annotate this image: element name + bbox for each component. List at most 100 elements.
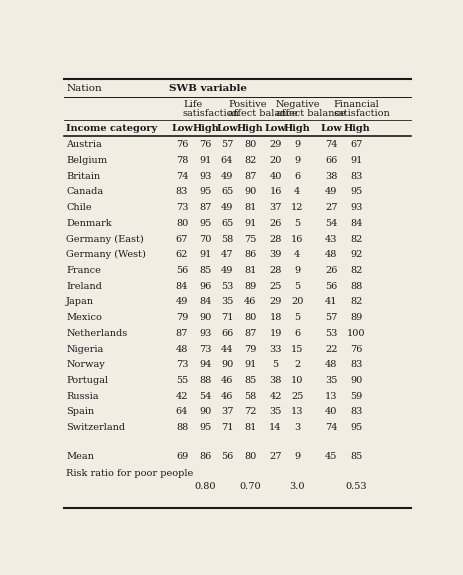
Text: Low: Low	[264, 124, 286, 133]
Text: 88: 88	[175, 423, 188, 432]
Text: 90: 90	[199, 408, 211, 416]
Text: 74: 74	[325, 423, 337, 432]
Text: 56: 56	[175, 266, 188, 275]
Text: 4: 4	[294, 187, 300, 197]
Text: 65: 65	[220, 187, 232, 197]
Text: 37: 37	[269, 203, 281, 212]
Text: 9: 9	[294, 266, 300, 275]
Text: 80: 80	[244, 140, 256, 150]
Text: 0.80: 0.80	[194, 482, 216, 491]
Text: Austria: Austria	[66, 140, 102, 150]
Text: 48: 48	[325, 250, 337, 259]
Text: 46: 46	[220, 392, 233, 401]
Text: 84: 84	[350, 219, 362, 228]
Text: 88: 88	[350, 282, 362, 291]
Text: 88: 88	[199, 376, 211, 385]
Text: 25: 25	[290, 392, 303, 401]
Text: Risk ratio for poor people: Risk ratio for poor people	[66, 469, 193, 478]
Text: 66: 66	[220, 329, 232, 338]
Text: 4: 4	[294, 250, 300, 259]
Text: 47: 47	[220, 250, 233, 259]
Text: 55: 55	[175, 376, 188, 385]
Text: 43: 43	[325, 235, 337, 244]
Text: 9: 9	[294, 156, 300, 165]
Text: 26: 26	[325, 266, 337, 275]
Text: 76: 76	[175, 140, 188, 150]
Text: Low: Low	[171, 124, 193, 133]
Text: 86: 86	[199, 453, 211, 461]
Text: 16: 16	[269, 187, 281, 197]
Text: 78: 78	[175, 156, 188, 165]
Text: 76: 76	[199, 140, 211, 150]
Text: 95: 95	[199, 423, 211, 432]
Text: 59: 59	[350, 392, 362, 401]
Text: 69: 69	[175, 453, 188, 461]
Text: 0.70: 0.70	[239, 482, 261, 491]
Text: 82: 82	[350, 297, 362, 306]
Text: 80: 80	[244, 313, 256, 322]
Text: 57: 57	[220, 140, 233, 150]
Text: 90: 90	[350, 376, 362, 385]
Text: 95: 95	[350, 187, 362, 197]
Text: 66: 66	[325, 156, 337, 165]
Text: 0.53: 0.53	[345, 482, 367, 491]
Text: 91: 91	[244, 219, 256, 228]
Text: 87: 87	[244, 329, 256, 338]
Text: 41: 41	[325, 297, 337, 306]
Text: Germany (East): Germany (East)	[66, 235, 144, 244]
Text: 83: 83	[350, 172, 362, 181]
Text: 89: 89	[350, 313, 362, 322]
Text: 48: 48	[325, 361, 337, 369]
Text: 22: 22	[325, 344, 337, 354]
Text: 84: 84	[199, 297, 211, 306]
Text: 29: 29	[269, 297, 281, 306]
Text: 57: 57	[325, 313, 337, 322]
Text: 18: 18	[269, 313, 281, 322]
Text: 20: 20	[269, 156, 281, 165]
Text: 67: 67	[175, 235, 188, 244]
Text: 27: 27	[325, 203, 337, 212]
Text: 85: 85	[244, 376, 256, 385]
Text: 93: 93	[350, 203, 362, 212]
Text: 3: 3	[294, 423, 300, 432]
Text: 92: 92	[350, 250, 362, 259]
Text: 26: 26	[269, 219, 281, 228]
Text: 33: 33	[269, 344, 281, 354]
Text: 54: 54	[199, 392, 211, 401]
Text: Low: Low	[320, 124, 341, 133]
Text: 16: 16	[290, 235, 303, 244]
Text: 54: 54	[325, 219, 337, 228]
Text: 100: 100	[346, 329, 365, 338]
Text: 46: 46	[244, 297, 256, 306]
Text: 35: 35	[269, 408, 281, 416]
Text: 81: 81	[244, 266, 256, 275]
Text: Nation: Nation	[66, 84, 102, 93]
Text: 3.0: 3.0	[289, 482, 304, 491]
Text: Life: Life	[182, 100, 202, 109]
Text: Spain: Spain	[66, 408, 94, 416]
Text: 15: 15	[290, 344, 303, 354]
Text: Netherlands: Netherlands	[66, 329, 127, 338]
Text: affect balance: affect balance	[227, 109, 297, 118]
Text: Low: Low	[216, 124, 238, 133]
Text: 73: 73	[175, 203, 188, 212]
Text: 28: 28	[269, 266, 281, 275]
Text: Portugal: Portugal	[66, 376, 108, 385]
Text: Ireland: Ireland	[66, 282, 102, 291]
Text: 71: 71	[220, 313, 233, 322]
Text: Denmark: Denmark	[66, 219, 112, 228]
Text: 42: 42	[269, 392, 281, 401]
Text: Financial: Financial	[332, 100, 378, 109]
Text: 81: 81	[244, 423, 256, 432]
Text: 82: 82	[350, 266, 362, 275]
Text: 94: 94	[199, 361, 211, 369]
Text: 91: 91	[350, 156, 362, 165]
Text: Mexico: Mexico	[66, 313, 102, 322]
Text: 35: 35	[325, 376, 337, 385]
Text: 93: 93	[199, 172, 211, 181]
Text: 90: 90	[199, 313, 211, 322]
Text: 73: 73	[199, 344, 211, 354]
Text: 53: 53	[325, 329, 337, 338]
Text: 74: 74	[175, 172, 188, 181]
Text: 44: 44	[220, 344, 233, 354]
